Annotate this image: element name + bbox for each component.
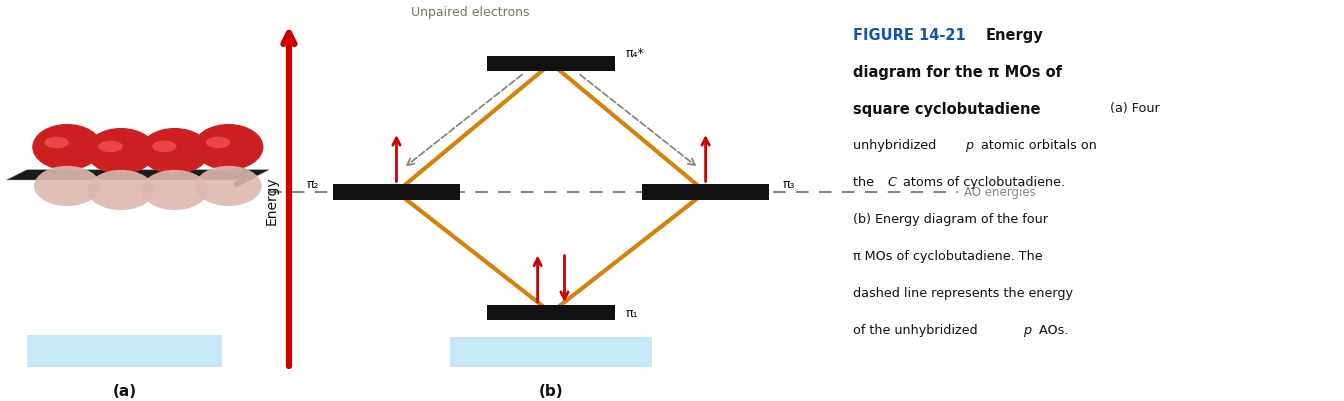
Bar — [487, 57, 614, 72]
Text: π₄*: π₄* — [625, 47, 644, 60]
Text: dashed line represents the energy: dashed line represents the energy — [853, 286, 1074, 299]
Text: atomic orbitals on: atomic orbitals on — [977, 139, 1097, 152]
Text: AOs: AOs — [138, 344, 169, 357]
Text: π₃: π₃ — [782, 178, 796, 191]
Text: (a): (a) — [113, 383, 136, 399]
Text: p: p — [1023, 323, 1031, 336]
Ellipse shape — [195, 166, 262, 207]
Text: (a) Four: (a) Four — [1102, 102, 1160, 115]
Text: Four: Four — [91, 344, 124, 357]
Text: p: p — [124, 344, 133, 357]
Text: atoms of cyclobutadiene.: atoms of cyclobutadiene. — [899, 176, 1066, 188]
Text: FIGURE 14-21: FIGURE 14-21 — [853, 28, 977, 43]
Text: p: p — [965, 139, 973, 152]
Text: Energy: Energy — [985, 28, 1043, 43]
Polygon shape — [7, 170, 269, 180]
Text: AOs.: AOs. — [1035, 323, 1068, 336]
Text: (b): (b) — [539, 383, 563, 399]
Text: unhybridized: unhybridized — [853, 139, 941, 152]
Text: Unpaired electrons: Unpaired electrons — [411, 6, 530, 18]
Text: Energy: Energy — [265, 176, 278, 225]
Bar — [332, 185, 460, 200]
Text: Four π MOs: Four π MOs — [513, 345, 589, 358]
Text: square cyclobutadiene: square cyclobutadiene — [853, 102, 1042, 117]
Ellipse shape — [86, 129, 156, 175]
Ellipse shape — [206, 137, 230, 149]
Ellipse shape — [34, 166, 101, 207]
Text: (b) Energy diagram of the four: (b) Energy diagram of the four — [853, 213, 1048, 225]
Text: C: C — [887, 176, 896, 188]
Ellipse shape — [32, 125, 102, 171]
Ellipse shape — [98, 141, 122, 153]
Ellipse shape — [44, 137, 69, 149]
Text: π₂: π₂ — [306, 178, 320, 191]
Text: AO energies: AO energies — [965, 186, 1036, 199]
FancyBboxPatch shape — [450, 337, 652, 367]
Text: diagram for the π MOs of: diagram for the π MOs of — [853, 65, 1063, 80]
Text: π₁: π₁ — [625, 306, 638, 319]
Text: of the unhybridized: of the unhybridized — [853, 323, 982, 336]
FancyBboxPatch shape — [27, 335, 222, 367]
Ellipse shape — [141, 170, 208, 211]
Text: π MOs of cyclobutadiene. The: π MOs of cyclobutadiene. The — [853, 249, 1043, 262]
Ellipse shape — [194, 125, 263, 171]
Ellipse shape — [87, 170, 155, 211]
Bar — [487, 305, 614, 320]
Ellipse shape — [152, 141, 176, 153]
Bar — [642, 185, 769, 200]
Ellipse shape — [140, 129, 210, 175]
Text: the: the — [853, 176, 879, 188]
